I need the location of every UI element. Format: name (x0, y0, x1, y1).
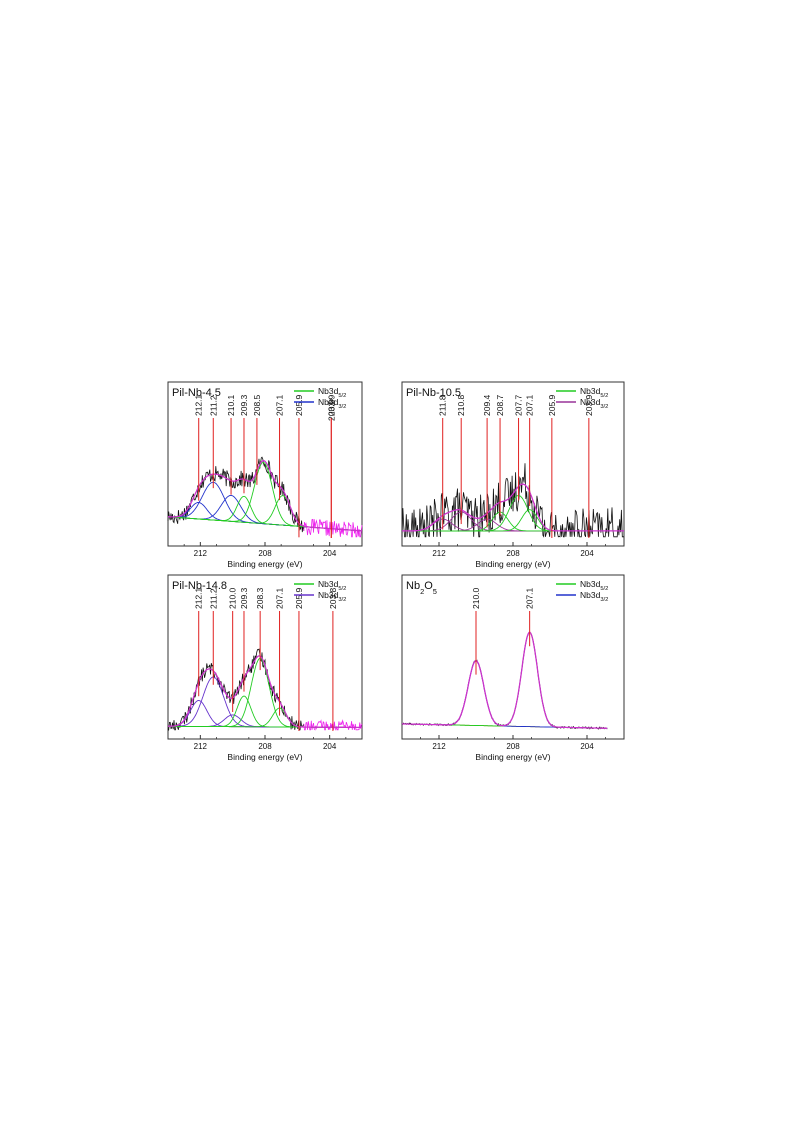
x-axis-label: Binding energy (eV) (227, 559, 302, 569)
peak-label: 205.9 (294, 394, 304, 416)
peak-label: 207.1 (275, 587, 285, 609)
x-tick-label: 212 (432, 549, 446, 558)
plot-frame (167, 574, 363, 740)
peak-label: 212.1 (194, 394, 204, 416)
peak-label: 207.1 (525, 587, 535, 609)
peak-label: 203.9 (584, 394, 594, 416)
legend-label: Nb3d5/2 (580, 386, 608, 399)
peak-label: 211.2 (208, 588, 218, 609)
peak-label: 205.9 (547, 394, 557, 416)
x-tick-label: 212 (194, 742, 208, 751)
spectrum-tail (303, 518, 363, 538)
peak-label: 203.9 (326, 399, 336, 421)
peak-label: 210.1 (226, 394, 236, 416)
x-axis-label: Binding energy (eV) (475, 752, 550, 762)
fit-envelope (402, 483, 624, 532)
fit-envelope (167, 655, 362, 729)
x-tick-label: 208 (506, 742, 520, 751)
chart-svg: 212.1 211.2 210.0 209.3 208.3 207.1 205.9 203.8… (167, 574, 363, 762)
peak-label: 212.1 (194, 587, 204, 609)
chart-title: Pil-Nb-4.5 (172, 387, 221, 399)
peak-label: 208.7 (495, 394, 505, 416)
peak-label: 208.5 (252, 394, 262, 416)
plot-frame (401, 574, 625, 740)
x-tick-label: 212 (432, 742, 446, 751)
peak-label: 205.9 (294, 587, 304, 609)
peak-label: 209.3 (239, 394, 249, 416)
x-tick-label: 208 (258, 549, 272, 558)
legend-label: Nb3d3/2 (580, 590, 608, 603)
peak-label: 211.2 (208, 395, 218, 416)
legend-label: Nb3d5/2 (580, 579, 608, 592)
legend-label: Nb3d3/2 (580, 397, 608, 410)
fit-envelope (402, 631, 608, 729)
legend-label: Nb3d5/2 (318, 579, 346, 592)
peak-label: 210.8 (456, 394, 466, 416)
experimental-spectrum (401, 463, 624, 538)
peak-label: 210.0 (471, 587, 481, 609)
x-tick-label: 204 (323, 549, 337, 558)
chart-title: Pil-Nb-10.5 (406, 387, 461, 399)
legend-label: Nb3d5/2 (318, 386, 346, 399)
x-tick-label: 204 (580, 742, 594, 751)
peak-label: 209.3 (239, 587, 249, 609)
chart-panel-pil-nb-14-8: 212.1 211.2 210.0 209.3 208.3 207.1 205.9 203.8… (166, 573, 364, 768)
legend-label: Nb3d3/2 (318, 397, 346, 410)
x-tick-label: 212 (194, 549, 208, 558)
peak-label: 203.8 (328, 587, 338, 609)
peak-label: 210.0 (228, 587, 238, 609)
peak-label: 207.1 (275, 394, 285, 416)
peak-label: 207.7 (514, 394, 524, 416)
peak-label: 209.4 (482, 394, 492, 416)
peak-label: 203.9 (326, 394, 336, 416)
chart-panel-pil-nb-4-5: 212.1 211.2 210.1 209.3 208.5 207.1 205.9 203.9… (166, 380, 364, 575)
chart-panel-pil-nb-10-5: 211.8 210.8 209.4 208.7 207.7 207.1 205.9 203.9… (400, 380, 628, 581)
peak-label: 208.3 (255, 587, 265, 609)
x-tick-label: 204 (580, 549, 594, 558)
x-tick-label: 204 (323, 742, 337, 751)
peak-label: 207.1 (525, 394, 535, 416)
x-axis-label: Binding energy (eV) (227, 752, 302, 762)
x-tick-label: 208 (258, 742, 272, 751)
x-tick-label: 208 (506, 549, 520, 558)
x-axis-label: Binding energy (eV) (475, 559, 550, 569)
peak-label: 211.8 (438, 395, 448, 416)
legend-label: Nb3d3/2 (318, 590, 346, 603)
chart-panel-nb2o5: 210.0 207.1 Nb2O5 Nb3d5/2 Nb3d3/2 212 208 204 Bi… (400, 573, 628, 774)
fit-envelope (167, 460, 362, 532)
chart-svg: 212.1 211.2 210.1 209.3 208.5 207.1 205.9 203.9… (167, 381, 363, 569)
chart-title: Pil-Nb-14.8 (172, 580, 227, 592)
chart-svg: 211.8 210.8 209.4 208.7 207.7 207.1 205.9 203.9… (401, 381, 625, 569)
chart-title: Nb2O5 (406, 580, 437, 596)
